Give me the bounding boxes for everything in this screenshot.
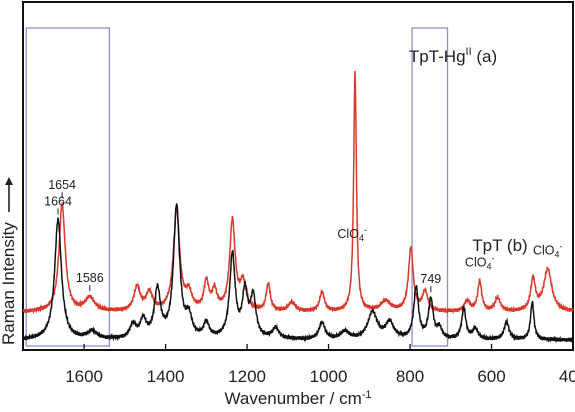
x-axis-title: Wavenumber / cm-1	[224, 389, 371, 408]
series-labels: TpT-HgII (a) TpT (b)	[409, 46, 528, 255]
clo4-annotation-3: ClO4-	[337, 225, 367, 243]
highlight-regions	[25, 27, 449, 347]
series-label-tpt-hg: TpT-HgII (a)	[409, 46, 497, 66]
1664-annotation-6: 1664	[44, 194, 72, 208]
spectrum-line-tpt	[22, 202, 574, 344]
clo4-annotation-5: ClO4-	[533, 242, 563, 260]
x-tick-label-600: 600	[477, 367, 505, 386]
series-label-tpt: TpT (b)	[472, 236, 527, 255]
highlight-box-2	[411, 27, 449, 347]
1654-annotation-1: 1654	[48, 178, 76, 192]
x-axis-ticks: 1600 1400 1200 1000 800 600 400	[65, 344, 575, 386]
spectra-lines	[22, 70, 574, 344]
peak-annotations: 1654 1586 ClO4- ClO4- ClO4- 1664 749	[44, 178, 563, 293]
clo4-annotation-4: ClO4-	[465, 253, 495, 271]
y-axis-title-text: Raman Intensity	[0, 222, 18, 345]
x-tick-label-400: 400	[559, 367, 575, 386]
x-tick-label-1000: 1000	[310, 367, 348, 386]
x-tick-label-1600: 1600	[65, 367, 103, 386]
1586-annotation-2: 1586	[76, 271, 104, 285]
x-tick-label-800: 800	[396, 367, 424, 386]
spectrum-line-tpt-hg	[22, 70, 574, 315]
plot-frame	[22, 1, 574, 351]
x-tick-label-1200: 1200	[228, 367, 266, 386]
749-annotation-7: 749	[420, 272, 441, 286]
highlight-box-1	[25, 27, 111, 347]
y-axis-title: Raman Intensity	[0, 177, 18, 345]
x-tick-label-1400: 1400	[147, 367, 185, 386]
y-axis-arrow	[5, 177, 13, 212]
